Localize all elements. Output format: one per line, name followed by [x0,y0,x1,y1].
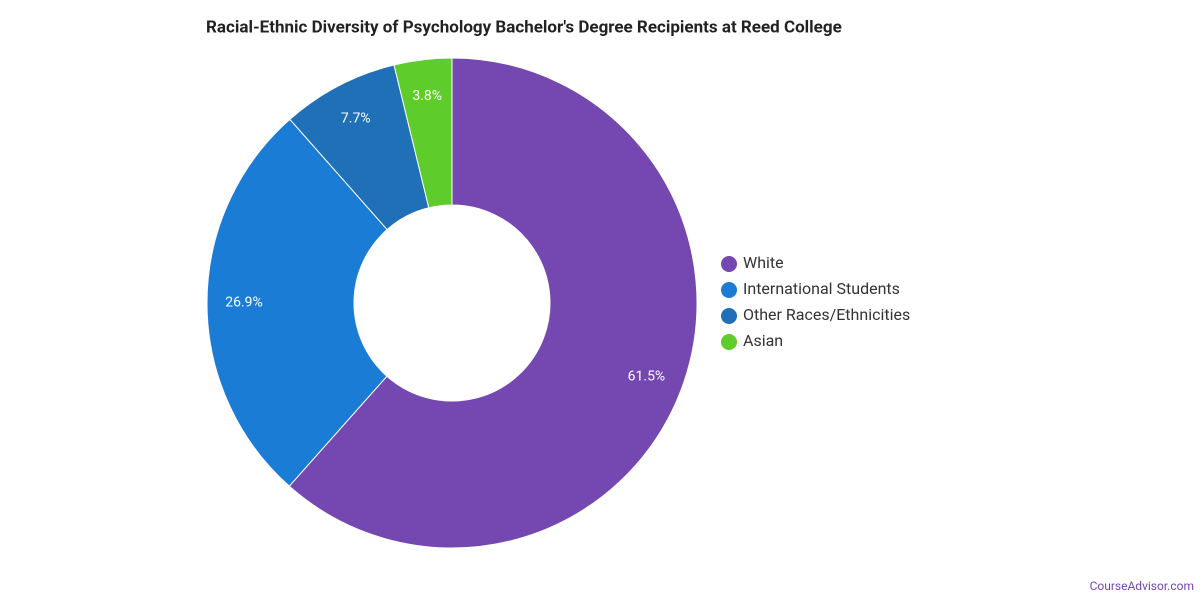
value-label: 26.9% [225,294,263,310]
legend-label: Other Races/Ethnicities [743,305,910,324]
chart-title: Racial-Ethnic Diversity of Psychology Ba… [206,17,842,37]
legend-marker [721,334,737,350]
donut-slice [393,57,453,209]
legend-marker [721,256,737,272]
donut-slice [206,118,388,487]
legend-marker [721,282,737,298]
footer: CourseAdvisor.com [1090,579,1194,593]
donut-slice [288,57,698,549]
legend-marker [721,308,737,324]
value-label: 61.5% [628,369,666,385]
legend-label: White [743,253,784,272]
legend-label: Asian [743,331,783,350]
value-label: 3.8% [412,88,442,104]
value-label: 7.7% [341,110,371,126]
legend-label: International Students [743,279,900,298]
